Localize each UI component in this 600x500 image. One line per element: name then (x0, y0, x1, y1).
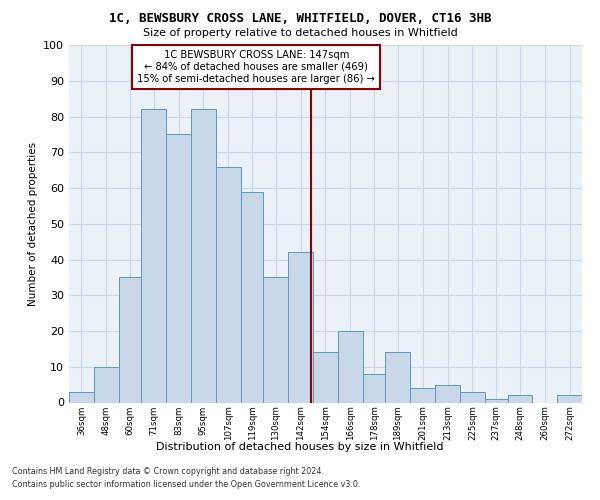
Bar (508, 396, 532, 402)
Text: Contains public sector information licensed under the Open Government Licence v3: Contains public sector information licen… (12, 480, 361, 489)
Text: Contains HM Land Registry data © Crown copyright and database right 2024.: Contains HM Land Registry data © Crown c… (12, 468, 324, 476)
Bar (94, 367, 119, 402)
Bar (263, 278, 288, 402)
Text: 1C, BEWSBURY CROSS LANE, WHITFIELD, DOVER, CT16 3HB: 1C, BEWSBURY CROSS LANE, WHITFIELD, DOVE… (109, 12, 491, 26)
Bar (410, 388, 435, 402)
Bar (166, 134, 191, 402)
Bar (485, 399, 508, 402)
Bar (557, 396, 582, 402)
Bar (435, 384, 460, 402)
Bar (338, 331, 363, 402)
Bar (119, 278, 142, 402)
Bar (288, 252, 313, 402)
Y-axis label: Number of detached properties: Number of detached properties (28, 142, 38, 306)
Bar (313, 352, 338, 403)
Text: Size of property relative to detached houses in Whitfield: Size of property relative to detached ho… (143, 28, 457, 38)
Text: 1C BEWSBURY CROSS LANE: 147sqm
← 84% of detached houses are smaller (469)
15% of: 1C BEWSBURY CROSS LANE: 147sqm ← 84% of … (137, 50, 375, 84)
Bar (69, 392, 94, 402)
Bar (241, 192, 263, 402)
Bar (216, 166, 241, 402)
Bar (460, 392, 485, 402)
Bar (385, 352, 410, 403)
Bar (142, 110, 166, 403)
Bar (363, 374, 385, 402)
Text: Distribution of detached houses by size in Whitfield: Distribution of detached houses by size … (156, 442, 444, 452)
Bar (191, 110, 216, 403)
